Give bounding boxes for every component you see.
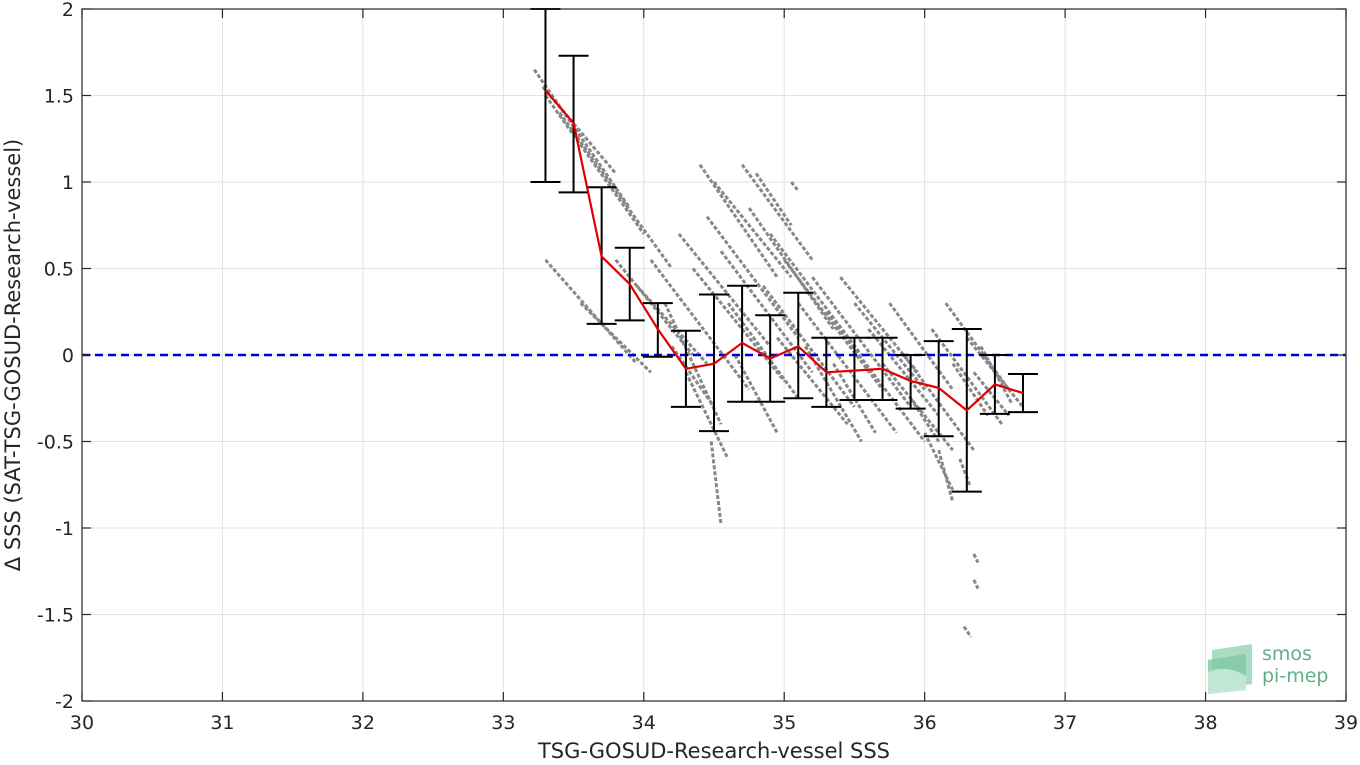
scatter-streak: [867, 328, 940, 417]
scatter-streak: [937, 449, 955, 503]
tick-labels: 30 31 32 33 34 35 36 37 38 39 2 1.5 1 0.5 0 -0.5 -1 -1.5 -…: [37, 0, 1358, 734]
x-tick-label: 34: [632, 712, 656, 734]
logo-icon: [1208, 644, 1252, 694]
logo-text-pimep: pi-mep: [1262, 665, 1328, 687]
scatter-streak: [579, 302, 652, 374]
scatter-streak: [532, 68, 631, 209]
x-tick-label: 33: [491, 712, 515, 734]
axis-ticks: [81, 8, 1347, 702]
x-tick-label: 32: [351, 712, 375, 734]
scatter-streak: [649, 258, 751, 391]
scatter-streak: [684, 371, 730, 460]
scatter-streak: [972, 553, 980, 564]
y-tick-label: 0: [62, 345, 74, 367]
scatter-streak: [832, 362, 877, 434]
scatter-streak: [670, 345, 716, 408]
scatter-streak: [635, 284, 709, 365]
scatter-streak: [972, 579, 980, 590]
scatter-streak: [853, 302, 926, 391]
scatter-streak: [972, 371, 1011, 417]
y-tick-label: 1: [62, 172, 74, 194]
scatter-streak: [951, 362, 990, 417]
x-tick-label: 37: [1053, 712, 1077, 734]
scatter-streak: [958, 458, 972, 486]
scatter-streak: [909, 397, 940, 443]
x-axis-label: TSG-GOSUD-Research-vessel SSS: [537, 739, 890, 763]
logo-text-smos: smos: [1262, 643, 1312, 665]
scatter-streak: [691, 267, 786, 382]
scatter-streak: [783, 258, 884, 391]
scatter-streak: [677, 232, 772, 348]
scatter-streak: [705, 215, 800, 339]
scatter-streak: [761, 284, 856, 408]
scatter-streak: [962, 625, 973, 638]
scatter-streak: [740, 163, 814, 261]
scatter-streak: [663, 302, 723, 425]
scatter-streak: [698, 163, 779, 278]
x-tick-label: 36: [913, 712, 937, 734]
x-tick-label: 38: [1193, 712, 1217, 734]
scatter-streak: [719, 250, 814, 374]
scatter-streak: [768, 232, 863, 356]
scatter-streak: [712, 181, 793, 279]
x-tick-label: 35: [772, 712, 796, 734]
scatter-streak: [709, 441, 723, 525]
y-tick-label: 1.5: [44, 86, 74, 108]
scatter-streak: [979, 345, 1014, 405]
mean-line: [544, 89, 1024, 412]
scatter-streak: [811, 276, 912, 408]
scatter-streak: [544, 94, 646, 235]
mean-series-line: [544, 89, 1024, 412]
x-tick-label: 39: [1334, 712, 1358, 734]
scatter-streak: [930, 328, 1004, 426]
scatter-streak: [754, 172, 793, 227]
scatter-streak: [747, 207, 835, 330]
scatter-streak: [776, 336, 849, 426]
y-tick-label: 0.5: [44, 259, 74, 281]
y-tick-label: -1.5: [37, 605, 74, 627]
y-axis-label: Δ SSS (SAT-TSG-GOSUD-Research-vessel): [1, 139, 25, 571]
scatter-streak: [797, 302, 898, 434]
x-tick-label: 30: [70, 712, 94, 734]
smos-pi-mep-logo: smos pi-mep: [1208, 643, 1328, 694]
x-tick-label: 31: [210, 712, 234, 734]
scatter-streak: [902, 354, 976, 452]
scatter-streak: [923, 432, 955, 491]
y-tick-label: -1: [55, 518, 74, 540]
scatter-streak: [790, 181, 800, 192]
y-tick-label: 2: [62, 0, 74, 21]
scatter-streak: [825, 310, 926, 443]
y-tick-label: -0.5: [37, 432, 74, 454]
scatter-streak: [726, 302, 800, 400]
scatter-streak: [558, 111, 674, 270]
y-tick-label: -2: [55, 691, 74, 713]
